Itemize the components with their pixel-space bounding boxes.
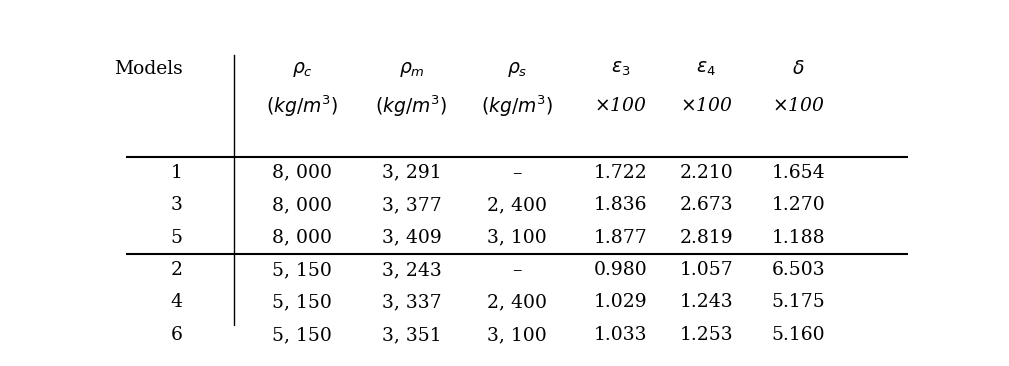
Text: $\times$100: $\times$100 [680,97,733,115]
Text: $(kg/m^3)$: $(kg/m^3)$ [375,93,448,119]
Text: 1.033: 1.033 [593,326,647,344]
Text: 2: 2 [171,261,183,279]
Text: $\rho_c$: $\rho_c$ [292,60,313,79]
Text: $\epsilon_3$: $\epsilon_3$ [610,60,630,78]
Text: 1.877: 1.877 [593,229,647,247]
Text: $\times$100: $\times$100 [772,97,825,115]
Text: 5.175: 5.175 [772,294,825,311]
Text: 2.210: 2.210 [679,164,734,182]
Text: 3, 337: 3, 337 [381,294,441,311]
Text: $\rho_m$: $\rho_m$ [399,60,425,79]
Text: 1.057: 1.057 [679,261,734,279]
Text: 3, 100: 3, 100 [487,326,547,344]
Text: 1.722: 1.722 [593,164,647,182]
Text: 2, 400: 2, 400 [487,294,547,311]
Text: Models: Models [114,60,183,78]
Text: $\epsilon_4$: $\epsilon_4$ [696,60,716,78]
Text: 3, 409: 3, 409 [381,229,441,247]
Text: 3, 243: 3, 243 [381,261,441,279]
Text: 4: 4 [171,294,183,311]
Text: 2.819: 2.819 [679,229,734,247]
Text: –: – [513,261,522,279]
Text: –: – [513,164,522,182]
Text: 6.503: 6.503 [772,261,825,279]
Text: $\delta$: $\delta$ [792,60,805,78]
Text: 0.980: 0.980 [593,261,647,279]
Text: 8, 000: 8, 000 [272,229,332,247]
Text: 1.836: 1.836 [593,196,647,214]
Text: 5, 150: 5, 150 [272,326,332,344]
Text: 8, 000: 8, 000 [272,196,332,214]
Text: $(kg/m^3)$: $(kg/m^3)$ [266,93,338,119]
Text: 8, 000: 8, 000 [272,164,332,182]
Text: 1.270: 1.270 [772,196,825,214]
Text: 1.243: 1.243 [679,294,734,311]
Text: 5.160: 5.160 [772,326,825,344]
Text: 3, 291: 3, 291 [381,164,441,182]
Text: 1.188: 1.188 [772,229,825,247]
Text: 5, 150: 5, 150 [272,294,332,311]
Text: 1.654: 1.654 [772,164,825,182]
Text: 2, 400: 2, 400 [487,196,547,214]
Text: 1.253: 1.253 [679,326,734,344]
Text: 1.029: 1.029 [593,294,647,311]
Text: 3: 3 [171,196,183,214]
Text: $\times$100: $\times$100 [594,97,647,115]
Text: 2.673: 2.673 [679,196,734,214]
Text: 1: 1 [171,164,183,182]
Text: 3, 351: 3, 351 [381,326,441,344]
Text: 3, 100: 3, 100 [487,229,547,247]
Text: 5, 150: 5, 150 [272,261,332,279]
Text: 5: 5 [171,229,183,247]
Text: 3, 377: 3, 377 [381,196,441,214]
Text: 6: 6 [171,326,183,344]
Text: $\rho_s$: $\rho_s$ [507,60,528,79]
Text: $(kg/m^3)$: $(kg/m^3)$ [481,93,553,119]
